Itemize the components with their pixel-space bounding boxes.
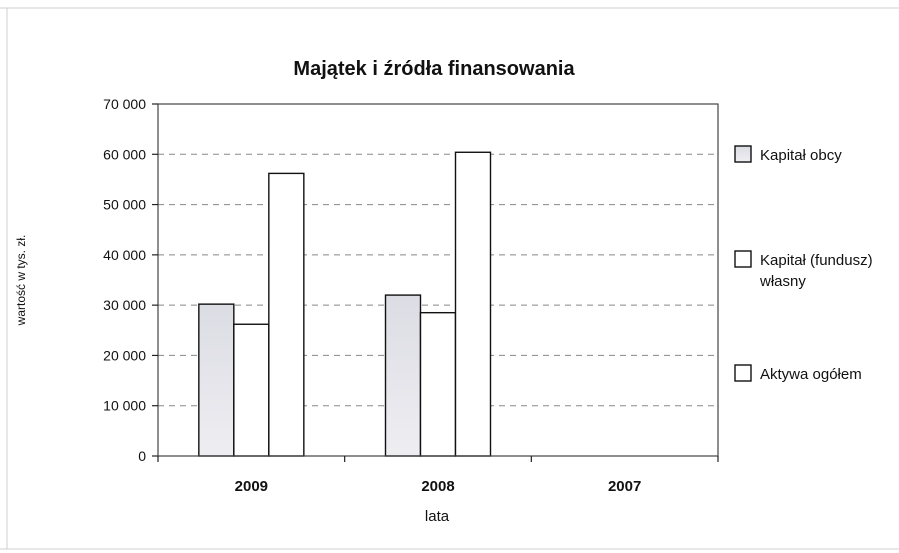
bar — [233, 323, 270, 457]
y-tick-label: 70 000 — [103, 96, 146, 112]
x-axis-title: lata — [425, 508, 450, 525]
x-tick-label: 2009 — [235, 478, 268, 495]
y-tick-label: 30 000 — [103, 297, 146, 313]
legend: Kapitał obcy Kapitał (fundusz) własny Aktyw… — [734, 145, 873, 383]
y-tick-label: 50 000 — [103, 197, 146, 213]
legend-label: własny — [759, 273, 806, 290]
plot-area — [157, 103, 719, 457]
legend-swatch — [734, 145, 752, 163]
legend-swatch — [734, 364, 752, 382]
chart-title: Majątek i źródła finansowania — [293, 58, 575, 80]
y-tick-label: 10 000 — [103, 398, 146, 414]
y-tick-label: 20 000 — [103, 347, 146, 363]
bar — [268, 172, 305, 457]
bar — [454, 151, 492, 457]
y-tick-label: 60 000 — [103, 146, 146, 162]
legend-swatch — [734, 250, 752, 268]
x-tick-label: 2008 — [421, 478, 454, 495]
legend-label: Kapitał obcy — [760, 147, 842, 164]
y-tick-label: 40 000 — [103, 247, 146, 263]
y-axis: 0 10 000 20 000 30 000 40 000 50 000 60 000 70 … — [103, 96, 158, 464]
bar — [198, 303, 235, 457]
bar — [384, 294, 422, 457]
x-axis: 2009 2008 2007 — [157, 456, 719, 495]
x-tick-label: 2007 — [608, 478, 641, 495]
y-axis-title: wartość w tys. zł. — [14, 235, 28, 327]
legend-label: Aktywa ogółem — [760, 366, 862, 383]
bars — [198, 151, 492, 457]
y-tick-label: 0 — [138, 448, 146, 464]
legend-label: Kapitał (fundusz) — [760, 252, 873, 269]
bar — [419, 311, 457, 457]
